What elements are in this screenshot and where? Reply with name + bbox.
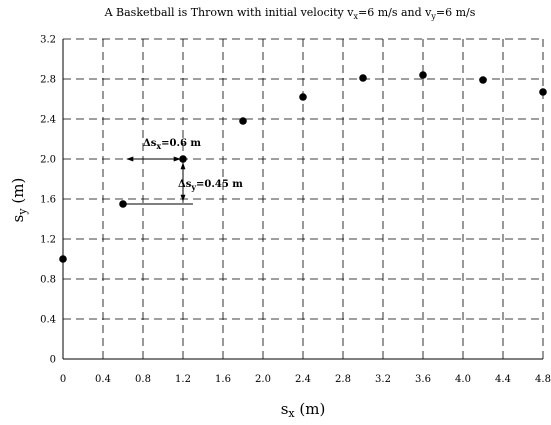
x-tick-label: 4.4	[495, 374, 511, 385]
x-tick-label: 4.0	[455, 374, 471, 385]
x-tick-label: 0.4	[95, 374, 111, 385]
delta-sy-label: Δsy=0.45 m	[178, 179, 243, 192]
data-point	[119, 200, 127, 208]
x-tick-label: 2.0	[255, 374, 271, 385]
chart-title: A Basketball is Thrown with initial velo…	[104, 6, 476, 21]
data-point	[59, 255, 67, 263]
x-tick-label: 3.6	[415, 374, 431, 385]
data-point	[299, 93, 307, 101]
y-tick-label: 2.8	[40, 75, 56, 86]
data-point	[419, 71, 427, 79]
x-tick-label: 3.2	[375, 374, 391, 385]
y-tick-label: 0	[50, 355, 56, 366]
y-tick-label: 2.4	[40, 115, 56, 126]
displacement-annotations: Δsx=0.6 m Δsy=0.45 m	[123, 138, 243, 205]
y-tick-label: 3.2	[40, 35, 56, 46]
data-point	[179, 155, 187, 163]
data-point	[539, 88, 547, 96]
y-tick-label: 2.0	[40, 155, 56, 166]
x-tick-label: 0	[60, 374, 66, 385]
y-tick-label: 1.6	[40, 195, 56, 206]
x-tick-label: 2.4	[295, 374, 311, 385]
x-tick-label: 0.8	[135, 374, 151, 385]
delta-sx-label: Δsx=0.6 m	[143, 138, 201, 151]
data-point	[359, 74, 367, 82]
data-points	[59, 71, 547, 263]
data-point	[479, 76, 487, 84]
y-tick-labels: 0 0.4 0.8 1.2 1.6 2.0 2.4 2.8 3.2	[40, 35, 56, 366]
y-tick-label: 0.8	[40, 275, 56, 286]
y-axis-label: sy (m)	[9, 178, 29, 223]
x-tick-label: 4.8	[535, 374, 551, 385]
grid	[63, 38, 544, 359]
x-tick-label: 1.2	[175, 374, 191, 385]
data-point	[239, 117, 247, 125]
x-axis-label: sx (m)	[281, 400, 326, 420]
y-tick-label: 1.2	[40, 235, 56, 246]
x-tick-label: 1.6	[215, 374, 231, 385]
y-tick-label: 0.4	[40, 315, 56, 326]
x-tick-label: 2.8	[335, 374, 351, 385]
x-tick-labels: 0 0.4 0.8 1.2 1.6 2.0 2.4 2.8 3.2 3.6 4.0 4.4 4.8	[60, 374, 551, 385]
axes	[62, 39, 543, 360]
